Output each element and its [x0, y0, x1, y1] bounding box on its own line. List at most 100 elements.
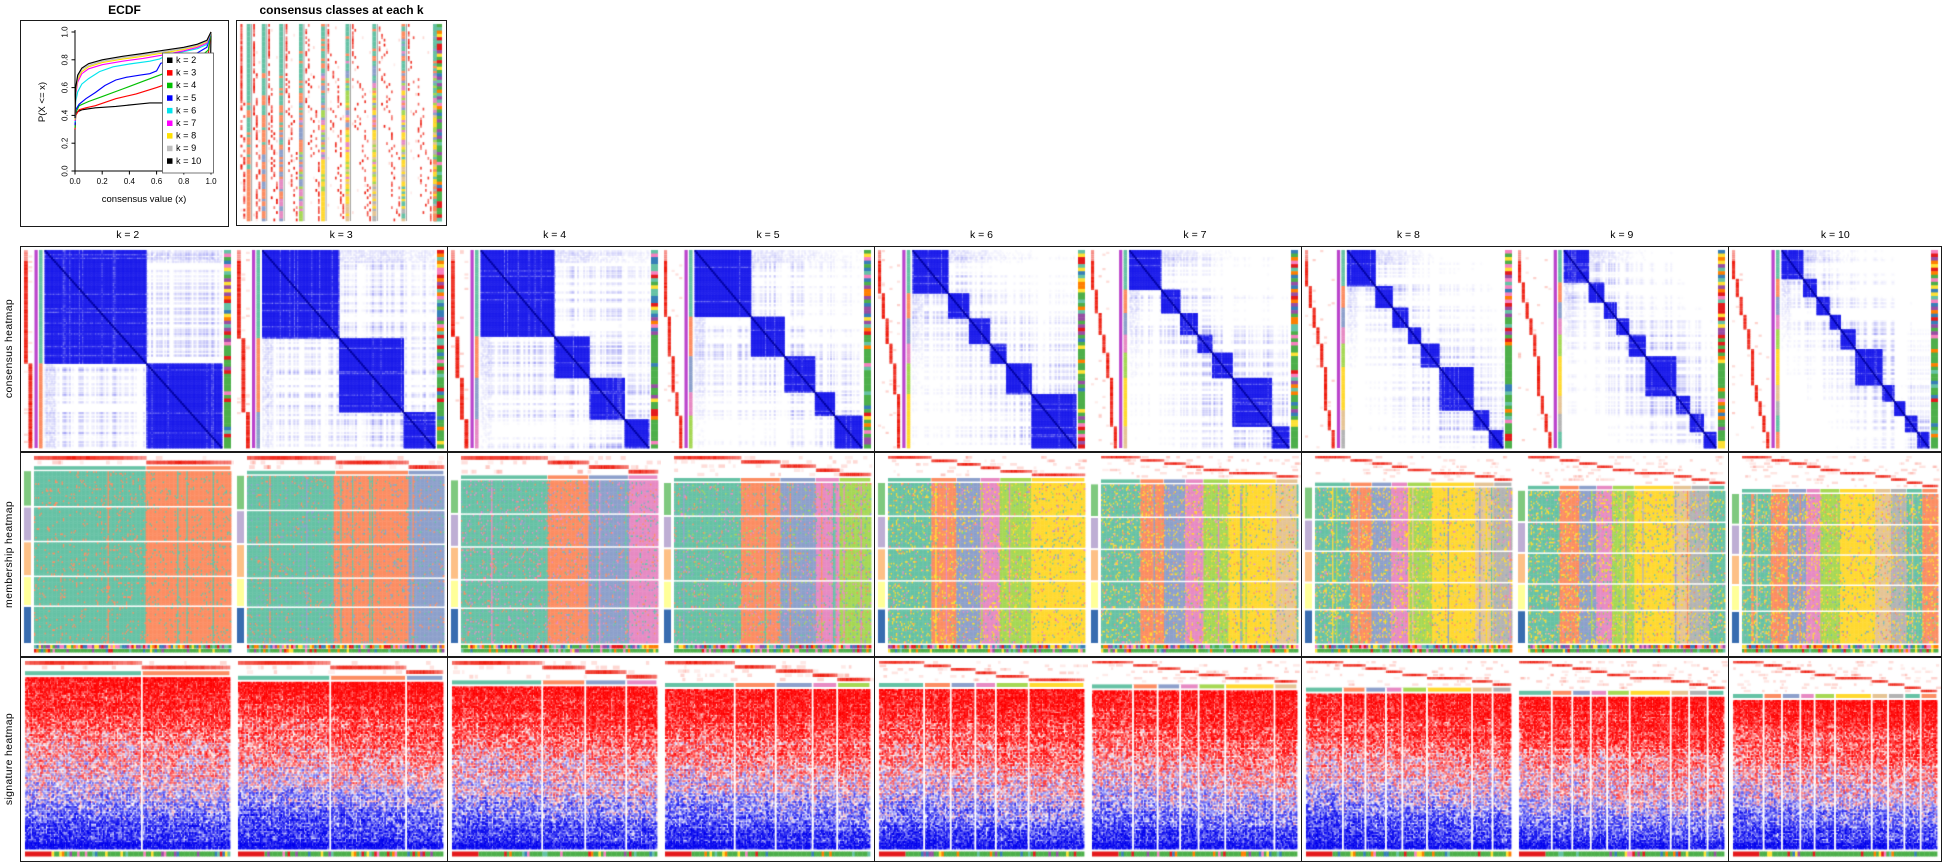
consensus-heatmap-cell-k7 [1088, 247, 1302, 451]
membership-heatmap-cell-k6 [874, 453, 1089, 656]
membership-heatmap-cell-canvas-k2 [21, 453, 234, 656]
ecdf-x-tick: 0.0 [69, 177, 81, 186]
consensus-heatmap-cell-k4 [447, 247, 662, 451]
signature-heatmap-cell-k9 [1515, 658, 1729, 861]
legend-swatch [167, 57, 173, 63]
legend-swatch [167, 107, 173, 114]
column-header-k4: k = 4 [543, 229, 567, 241]
ecdf-axes: 0.0 0.2 0.4 0.6 0.8 1.0 0.0 0.2 0.4 0.6 0.8 1.0 [61, 26, 218, 186]
ecdf-curve-k=6 [74, 31, 212, 123]
legend-item-label: k = 9 [176, 143, 196, 153]
row-label-membership: membership heatmap [3, 501, 15, 608]
row-label-consensus: consensus heatmap [3, 299, 15, 399]
legend-swatch [167, 70, 173, 76]
consensus-heatmap-cell-k9 [1515, 247, 1729, 451]
ecdf-curve-k=10 [74, 31, 212, 119]
ecdf-y-tick: 0.0 [61, 165, 70, 177]
consensus-heatmap-cell-canvas-k9 [1515, 247, 1729, 451]
membership-heatmap-cell-canvas-k10 [1728, 453, 1941, 656]
ecdf-x-tick: 0.8 [178, 177, 190, 186]
membership-heatmap-cell-k3 [234, 453, 448, 656]
legend-swatch [167, 145, 173, 152]
column-header-k9: k = 9 [1610, 229, 1634, 241]
signature-heatmap-cell-k6 [874, 658, 1089, 861]
signature-heatmap-row [20, 657, 1942, 862]
legend-item-label: k = 5 [176, 93, 196, 103]
signature-heatmap-cell-canvas-k6 [874, 658, 1088, 861]
membership-heatmap-cell-k8 [1301, 453, 1516, 656]
signature-heatmap-cell-canvas-k2 [21, 658, 234, 861]
column-header-k3: k = 3 [329, 229, 353, 241]
consensus-heatmap-cell-canvas-k2 [21, 247, 234, 451]
ecdf-y-tick: 0.8 [61, 54, 70, 66]
consensus-heatmap-cell-k5 [661, 247, 875, 451]
ecdf-xlabel: consensus value (x) [102, 194, 186, 205]
membership-heatmap-cell-canvas-k5 [661, 453, 875, 656]
ecdf-y-tick: 0.6 [61, 81, 70, 93]
ecdf-x-tick: 0.4 [124, 177, 136, 186]
column-header-k2: k = 2 [116, 229, 140, 241]
membership-heatmap-cell-canvas-k8 [1301, 453, 1515, 656]
membership-heatmap-cell-canvas-k3 [234, 453, 448, 656]
consensus-heatmap-cell-canvas-k4 [447, 247, 661, 451]
column-header-k8: k = 8 [1396, 229, 1420, 241]
consensus-heatmap-cell-canvas-k7 [1088, 247, 1302, 451]
legend-item-label: k = 10 [176, 156, 201, 166]
column-header-k10: k = 10 [1820, 229, 1850, 241]
membership-heatmap-cell-k9 [1515, 453, 1729, 656]
ecdf-title: ECDF [108, 3, 141, 17]
signature-heatmap-cell-canvas-k9 [1515, 658, 1729, 861]
column-header-k7: k = 7 [1183, 229, 1207, 241]
signature-heatmap-cell-canvas-k5 [661, 658, 875, 861]
membership-heatmap-cell-k2 [21, 453, 235, 656]
ecdf-ylabel: P(X <= x) [37, 82, 48, 122]
membership-heatmap-cell-canvas-k9 [1515, 453, 1729, 656]
consensus-heatmap-cell-canvas-k5 [661, 247, 875, 451]
membership-heatmap-cell-k5 [661, 453, 875, 656]
signature-heatmap-cell-k10 [1728, 658, 1941, 861]
membership-heatmap-cell-k7 [1088, 453, 1302, 656]
column-header-k6: k = 6 [969, 229, 994, 241]
signature-heatmap-cell-canvas-k4 [447, 658, 661, 861]
ecdf-plot: 0.0 0.2 0.4 0.6 0.8 1.0 0.0 0.2 0.4 0.6 0.8 1.0 k =… [20, 20, 229, 227]
consensus-heatmap-cell-canvas-k10 [1728, 247, 1941, 451]
legend-swatch [167, 120, 173, 126]
membership-heatmap-cell-canvas-k7 [1088, 453, 1302, 656]
membership-heatmap-cell-k10 [1728, 453, 1941, 656]
signature-heatmap-cell-k4 [447, 658, 662, 861]
signature-heatmap-cell-k8 [1301, 658, 1516, 861]
row-label-signature: signature heatmap [3, 713, 15, 806]
legend-item-label: k = 8 [176, 131, 196, 141]
consensus-heatmap-cell-k2 [21, 247, 235, 451]
signature-heatmap-cell-canvas-k7 [1088, 658, 1302, 861]
consensus-heatmap-cell-canvas-k6 [874, 247, 1088, 451]
consensus-heatmap-cell-canvas-k3 [234, 247, 448, 451]
column-header-k5: k = 5 [756, 229, 780, 241]
legend-swatch [167, 95, 173, 101]
ecdf-x-tick: 1.0 [205, 177, 217, 186]
legend-swatch [167, 133, 173, 139]
signature-heatmap-cell-canvas-k8 [1301, 658, 1515, 861]
legend-item-label: k = 3 [176, 68, 196, 78]
signature-heatmap-cell-canvas-k3 [234, 658, 448, 861]
consensus-heatmap-row [20, 246, 1942, 452]
ecdf-legend: k = 2 k = 3 k = 4 k = 5 k = 6 k = 7 k = 8 k = 9… [162, 52, 214, 174]
consensus-heatmap-cell-k6 [874, 247, 1089, 451]
legend-item-label: k = 6 [176, 105, 196, 115]
consensus-classes-canvas [237, 21, 445, 224]
ecdf-y-tick: 0.4 [61, 109, 70, 121]
legend-item-label: k = 2 [176, 55, 196, 65]
consensus-classes-title: consensus classes at each k [259, 3, 424, 17]
signature-heatmap-cell-canvas-k10 [1728, 658, 1941, 861]
membership-heatmap-cell-k4 [447, 453, 662, 656]
consensus-heatmap-cell-k8 [1301, 247, 1516, 451]
ecdf-svg: 0.0 0.2 0.4 0.6 0.8 1.0 0.0 0.2 0.4 0.6 0.8 1.0 k =… [37, 26, 218, 205]
signature-heatmap-cell-k7 [1088, 658, 1302, 861]
legend-item-label: k = 7 [176, 118, 196, 128]
ecdf-y-tick: 1.0 [61, 26, 70, 38]
consensus-heatmap-cell-k3 [234, 247, 448, 451]
legend-swatch [167, 158, 173, 164]
ecdf-y-tick: 0.2 [61, 137, 70, 149]
signature-heatmap-cell-k3 [234, 658, 448, 861]
